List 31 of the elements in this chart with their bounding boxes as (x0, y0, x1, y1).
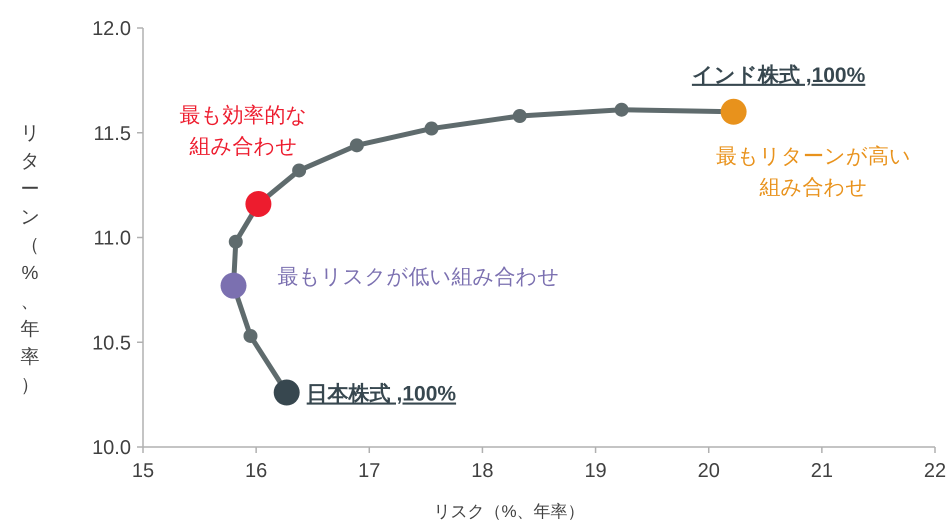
annotation: インド株式 ,100% (692, 64, 866, 87)
annotation: 最もリスクが低い組み合わせ (278, 266, 560, 289)
x-tick-label: 21 (810, 460, 833, 482)
y-tick-label: 11.5 (94, 122, 131, 145)
annotation: 日本株式 ,100% (306, 382, 456, 406)
y-tick-label: 11.0 (94, 228, 131, 250)
point (512, 108, 527, 123)
x-tick-label: 20 (698, 460, 720, 482)
y-tick-label: 10.5 (92, 332, 131, 354)
point (350, 138, 364, 152)
x-tick-label: 22 (924, 460, 946, 482)
point (245, 190, 272, 217)
x-tick-label: 19 (584, 460, 607, 482)
point (228, 234, 243, 249)
point (220, 272, 247, 299)
y-tick-label: 10.0 (92, 437, 131, 459)
point (292, 163, 306, 178)
point (274, 380, 300, 406)
x-tick-label: 16 (245, 460, 268, 482)
point (720, 98, 747, 125)
y-axis-title: リターン（%、年率） (20, 123, 40, 396)
annotation: 最もリターンが高い組み合わせ (716, 144, 912, 199)
x-tick-label: 15 (132, 460, 154, 482)
x-tick-label: 17 (358, 460, 380, 482)
x-tick-label: 18 (471, 460, 494, 482)
x-axis-title: リスク（%、年率） (433, 502, 585, 520)
point (614, 102, 629, 117)
y-tick-label: 12.0 (92, 18, 131, 40)
point (243, 328, 258, 343)
annotation: 最も効率的な組み合わせ (179, 104, 308, 158)
point (424, 122, 439, 136)
